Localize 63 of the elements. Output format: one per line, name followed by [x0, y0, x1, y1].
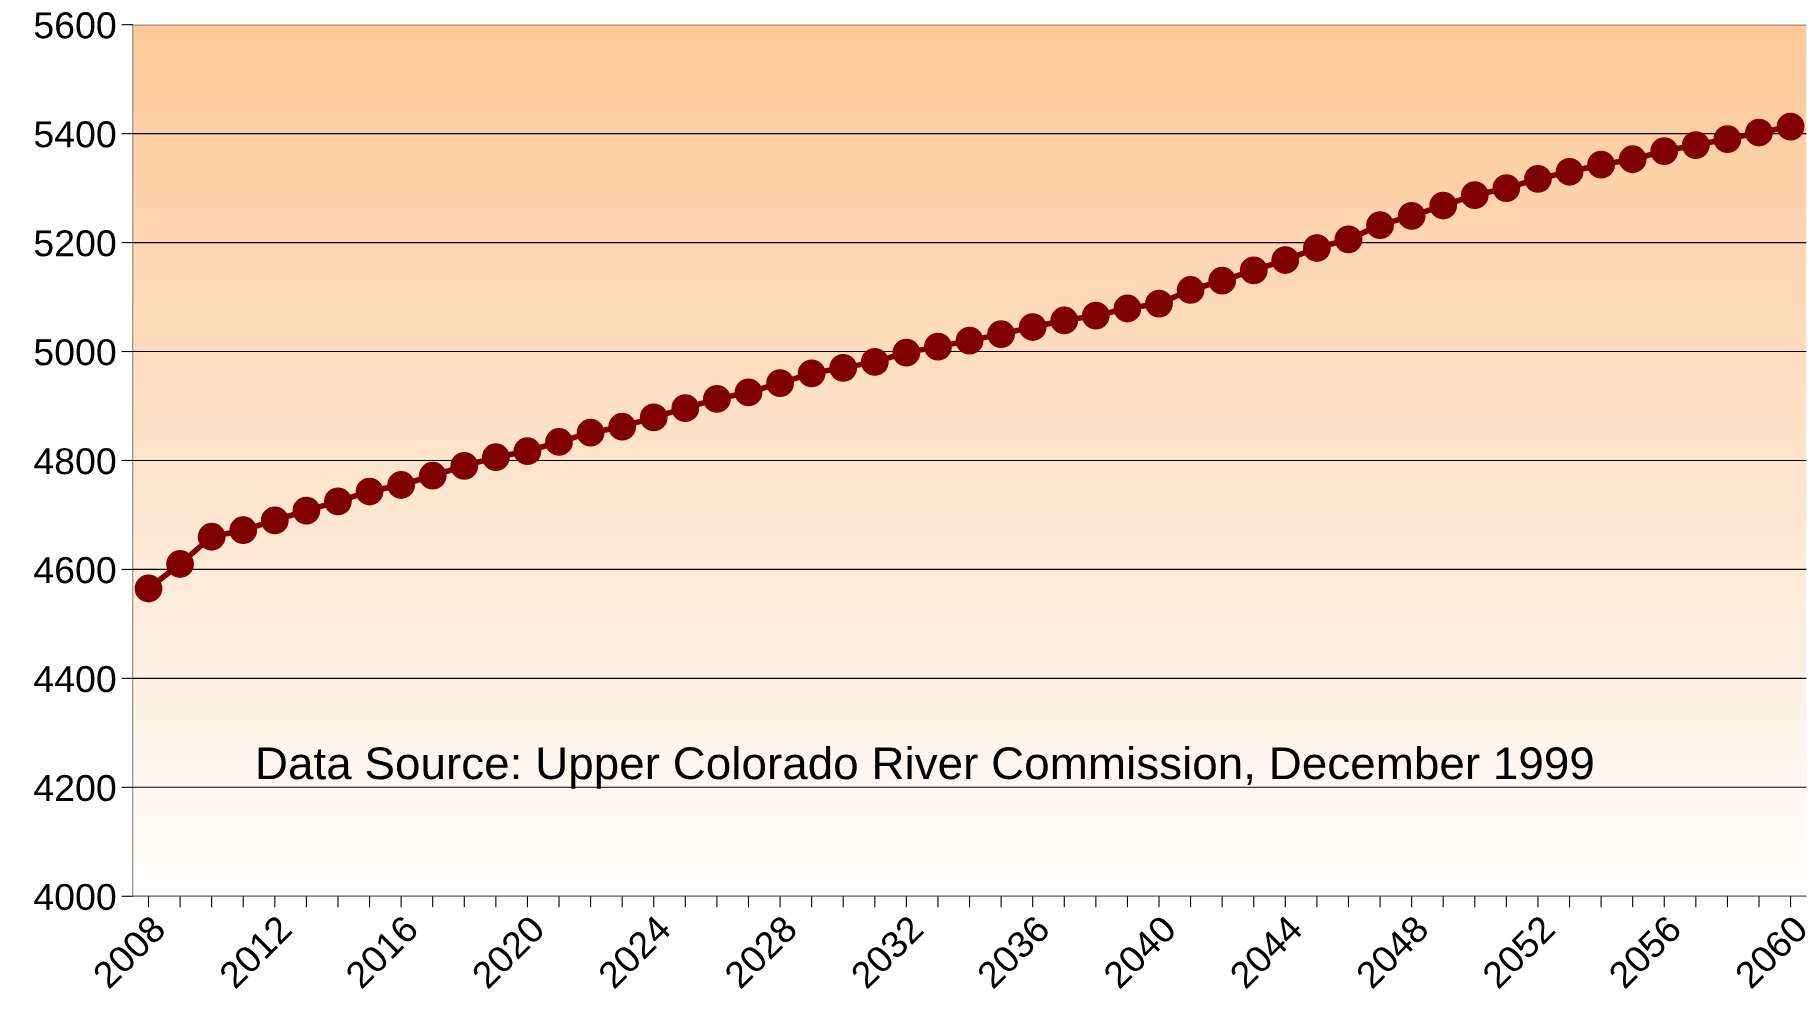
y-tick-label: 4200 — [34, 774, 116, 802]
point — [197, 522, 226, 551]
point — [639, 403, 668, 432]
point — [1050, 306, 1079, 335]
point — [355, 477, 384, 506]
point — [134, 574, 163, 603]
point — [734, 378, 763, 407]
point — [1555, 157, 1584, 186]
point — [1713, 125, 1742, 153]
point — [387, 471, 416, 499]
point — [1587, 150, 1616, 179]
point — [1176, 276, 1205, 304]
point — [987, 320, 1016, 348]
point — [955, 326, 984, 355]
y-tick-label: 4400 — [34, 665, 116, 693]
point — [513, 437, 542, 466]
annotation: Data Source: Upper Colorado River Commission, December 1999 — [258, 745, 1593, 789]
y-tick-label: 5200 — [34, 229, 116, 257]
point — [1334, 225, 1363, 254]
point — [1776, 112, 1805, 141]
point — [481, 443, 510, 472]
point — [860, 347, 889, 376]
y-tick-label: 4600 — [34, 556, 116, 584]
point — [1618, 145, 1647, 174]
point — [1145, 289, 1173, 318]
point — [608, 412, 637, 441]
point — [1650, 137, 1679, 165]
point — [324, 487, 352, 516]
point — [1460, 181, 1489, 210]
point — [892, 338, 921, 367]
point — [1271, 246, 1300, 274]
point — [229, 516, 258, 545]
point — [1492, 174, 1521, 203]
point — [1303, 234, 1331, 262]
y-tick-label: 5400 — [34, 121, 116, 148]
point — [166, 550, 194, 578]
point — [545, 428, 573, 456]
point — [1429, 191, 1458, 220]
point — [576, 418, 605, 447]
point — [1524, 164, 1552, 193]
point — [1081, 301, 1110, 330]
y-tick-label: 4000 — [34, 883, 116, 911]
y-tick-label: 5000 — [34, 338, 116, 366]
point — [1113, 294, 1142, 323]
point — [1745, 118, 1773, 147]
point — [829, 353, 858, 382]
point — [292, 496, 321, 525]
point — [797, 359, 826, 388]
point — [766, 369, 794, 398]
point — [671, 394, 700, 423]
point — [1397, 202, 1426, 230]
point — [1018, 313, 1047, 341]
y-tick-label: 4800 — [34, 447, 116, 475]
point — [450, 452, 479, 480]
point — [1366, 211, 1394, 240]
y-tick-label: 5600 — [34, 12, 116, 39]
point — [1681, 131, 1710, 159]
point — [260, 506, 289, 535]
point — [418, 461, 447, 490]
point — [1239, 256, 1268, 285]
point — [924, 332, 952, 361]
point — [703, 385, 731, 413]
point — [1208, 266, 1237, 295]
